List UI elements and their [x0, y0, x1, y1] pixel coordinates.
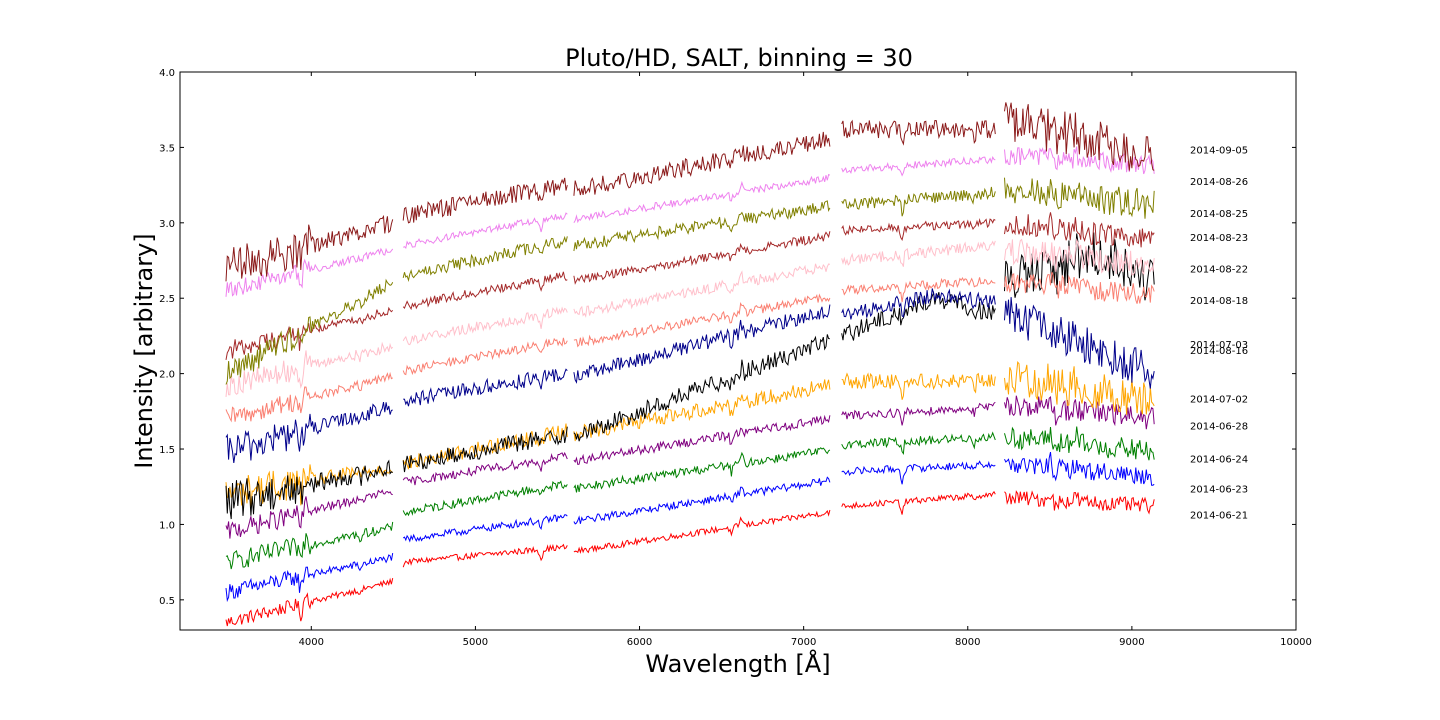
series-label-2014-08-16: 2014-08-16 [1190, 346, 1248, 357]
series-label-2014-09-05: 2014-09-05 [1190, 145, 1248, 156]
x-tick-label: 6000 [627, 637, 652, 648]
series-line-2014-07-02 [225, 360, 1155, 507]
x-tick-label: 4000 [299, 637, 324, 648]
y-tick-label: 4.0 [159, 68, 175, 79]
y-tick-label: 2.0 [159, 370, 175, 381]
series-label-2014-08-22: 2014-08-22 [1190, 265, 1248, 276]
series-line-2014-08-25 [225, 177, 1155, 385]
y-tick-label: 2.5 [159, 294, 175, 305]
y-tick-label: 1.5 [159, 445, 175, 456]
series-line-2014-08-22 [225, 238, 1155, 397]
series-line-2014-09-05 [225, 102, 1155, 282]
series-line-2014-06-21 [225, 490, 1155, 627]
series-label-2014-08-26: 2014-08-26 [1190, 177, 1248, 188]
series-line-2014-08-18 [225, 271, 1155, 423]
series-label-2014-07-03: 2014-07-03 [1190, 340, 1248, 351]
x-tick-label: 8000 [955, 637, 980, 648]
x-tick-label: 9000 [1119, 637, 1144, 648]
x-tick-label: 7000 [791, 637, 816, 648]
series-label-2014-08-25: 2014-08-25 [1190, 209, 1248, 220]
y-tick-label: 1.0 [159, 520, 175, 531]
series-line-2014-08-26 [225, 146, 1155, 297]
y-tick-label: 3.0 [159, 219, 175, 230]
plot-frame [179, 71, 1297, 631]
x-axis-label: Wavelength [Å] [645, 649, 830, 678]
chart-title: Pluto/HD, SALT, binning = 30 [565, 44, 913, 72]
x-tick-label: 10000 [1280, 637, 1312, 648]
y-axis-label: Intensity [arbitrary] [130, 233, 158, 468]
series-line-2014-06-24 [225, 426, 1155, 570]
y-tick-label: 0.5 [159, 596, 175, 607]
x-tick-label: 5000 [463, 637, 488, 648]
series-line-2014-06-28 [225, 395, 1155, 539]
series-line-2014-08-23 [225, 212, 1155, 360]
series-label-2014-08-23: 2014-08-23 [1190, 233, 1248, 244]
series-label-2014-08-18: 2014-08-18 [1190, 296, 1248, 307]
series-label-2014-07-02: 2014-07-02 [1190, 394, 1248, 405]
series-line-2014-08-16 [225, 288, 1155, 463]
series-label-2014-06-21: 2014-06-21 [1190, 510, 1248, 521]
series-line-2014-06-23 [225, 451, 1155, 603]
series-line-2014-07-03 [225, 232, 1155, 520]
y-tick-label: 3.5 [159, 143, 175, 154]
series-label-2014-06-23: 2014-06-23 [1190, 485, 1248, 496]
series-label-2014-06-24: 2014-06-24 [1190, 455, 1248, 466]
series-label-2014-06-28: 2014-06-28 [1190, 421, 1248, 432]
